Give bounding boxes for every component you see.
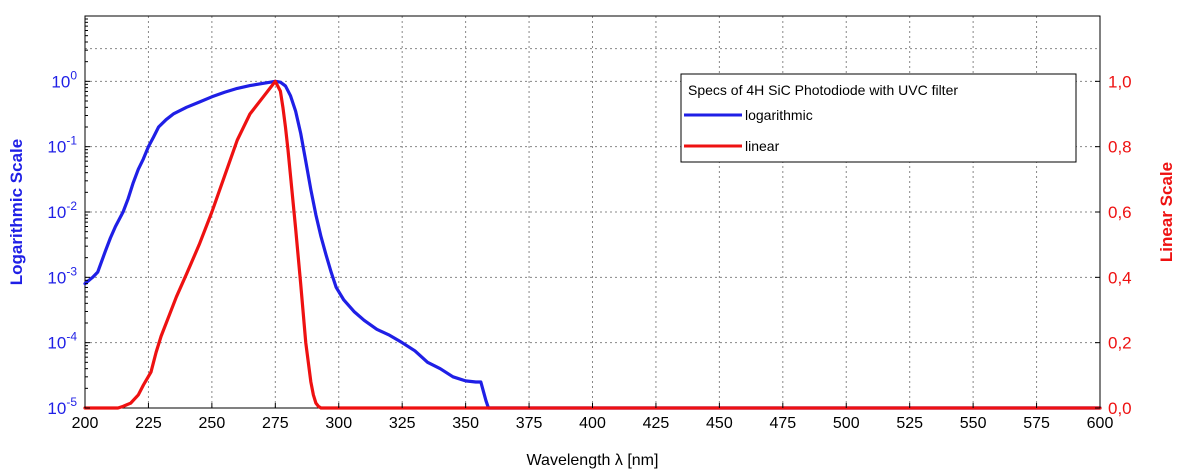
- series-layer: [83, 79, 1102, 410]
- x-axis-ticks: 200 225 250 275 300 325 350 375 400 425 450 475 500 5…: [72, 403, 1114, 432]
- right-tick-label: 0,2: [1108, 334, 1132, 353]
- x-tick-label: 600: [1087, 415, 1114, 432]
- x-tick-label: 425: [643, 415, 670, 432]
- left-tick-label: 10-5: [47, 395, 77, 418]
- right-tick-label: 0,8: [1108, 138, 1132, 157]
- left-tick-base: 10: [47, 334, 66, 353]
- left-tick-base: 10: [47, 203, 66, 222]
- left-tick-label: 10-4: [47, 330, 77, 353]
- x-tick-label: 475: [769, 415, 796, 432]
- left-tick-base: 10: [47, 268, 66, 287]
- right-tick-label: 0,4: [1108, 268, 1132, 287]
- left-tick-exponent: 0: [70, 68, 77, 82]
- series-line-logarithmic: [83, 79, 1102, 410]
- x-tick-label: 325: [389, 415, 416, 432]
- legend-box: [680, 73, 1077, 163]
- legend-label-logarithmic: logarithmic: [745, 107, 813, 123]
- x-tick-label: 450: [706, 415, 733, 432]
- right-tick-label: 1,0: [1108, 72, 1132, 91]
- right-tick-label: 0,6: [1108, 203, 1132, 222]
- legend: Specs of 4H SiC Photodiode with UVC filt…: [680, 73, 1077, 163]
- left-tick-label: 10-2: [47, 199, 77, 222]
- left-tick-label: 100: [51, 68, 77, 91]
- x-axis-label: Wavelength λ [nm]: [527, 452, 659, 469]
- series-line-linear: [83, 79, 1102, 410]
- x-tick-label: 300: [325, 415, 352, 432]
- left-tick-exponent: -1: [66, 134, 77, 148]
- left-axis-label: Logarithmic Scale: [7, 139, 26, 285]
- x-tick-label: 575: [1023, 415, 1050, 432]
- left-tick-base: 10: [47, 399, 66, 418]
- right-tick-label: 0,0: [1108, 399, 1132, 418]
- left-tick-base: 10: [51, 72, 70, 91]
- left-tick-exponent: -2: [66, 199, 77, 213]
- x-tick-label: 275: [262, 415, 289, 432]
- x-tick-label: 375: [516, 415, 543, 432]
- x-tick-label: 200: [72, 415, 99, 432]
- left-tick-exponent: -3: [66, 264, 77, 278]
- x-tick-label: 500: [833, 415, 860, 432]
- legend-label-linear: linear: [745, 138, 780, 154]
- x-tick-label: 225: [135, 415, 162, 432]
- left-tick-label: 10-1: [47, 134, 77, 157]
- left-tick-label: 10-3: [47, 264, 77, 287]
- left-tick-exponent: -4: [66, 330, 77, 344]
- x-tick-label: 525: [896, 415, 923, 432]
- right-axis-label: Linear Scale: [1157, 162, 1176, 262]
- x-tick-label: 250: [199, 415, 226, 432]
- x-tick-label: 350: [452, 415, 479, 432]
- right-axis-ticks: 0,0 0,2 0,4 0,6 0,8 1,0: [1095, 72, 1132, 418]
- legend-title: Specs of 4H SiC Photodiode with UVC filt…: [688, 82, 958, 98]
- left-tick-exponent: -5: [66, 395, 77, 409]
- left-tick-base: 10: [47, 138, 66, 157]
- x-tick-label: 550: [960, 415, 987, 432]
- x-tick-label: 400: [579, 415, 606, 432]
